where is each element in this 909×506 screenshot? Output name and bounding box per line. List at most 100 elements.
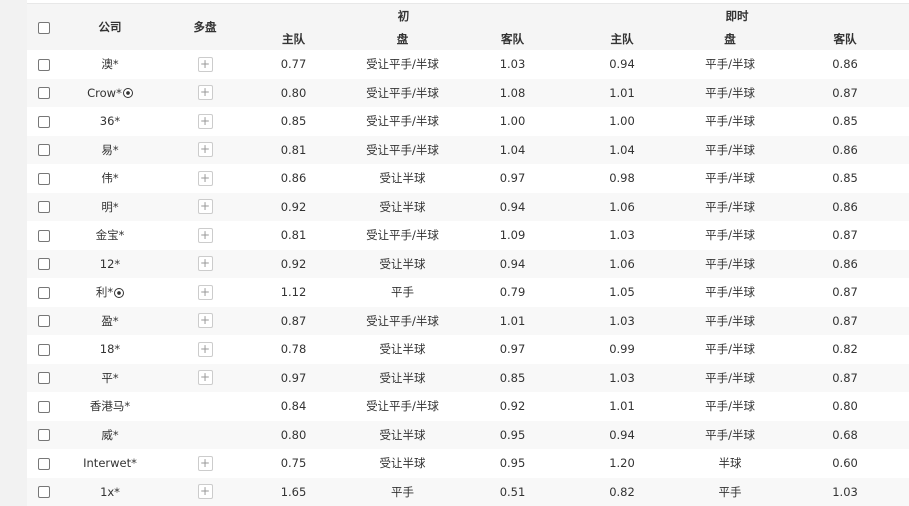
row-checkbox[interactable] [38,372,50,384]
row-checkbox[interactable] [38,429,50,441]
expand-plus-button[interactable]: + [198,456,213,471]
live-away-odds: 0.87 [773,364,909,393]
live-home-odds: 1.01 [557,79,687,108]
company-cell: 威* [60,421,160,450]
expand-plus-button[interactable]: + [198,256,213,271]
row-select-cell [27,250,60,279]
header-initial: 初 [250,4,557,28]
initial-away-odds: 0.92 [468,392,557,421]
row-checkbox[interactable] [38,258,50,270]
row-checkbox[interactable] [38,87,50,99]
initial-handicap: 平手 [337,478,468,506]
row-checkbox[interactable] [38,315,50,327]
initial-handicap: 受让平手/半球 [337,307,468,336]
initial-home-odds: 1.65 [250,478,337,506]
company-name: 12* [100,257,120,271]
row-checkbox[interactable] [38,401,50,413]
row-checkbox[interactable] [38,116,50,128]
live-away-odds: 1.03 [773,478,909,506]
company-name: 1x* [100,485,120,499]
row-checkbox[interactable] [38,458,50,470]
initial-home-odds: 0.80 [250,421,337,450]
company-name: Crow* [87,86,122,100]
header-multi: 多盘 [160,4,250,50]
initial-handicap: 受让平手/半球 [337,221,468,250]
expand-plus-button[interactable]: + [198,285,213,300]
initial-away-odds: 1.00 [468,107,557,136]
initial-away-odds: 0.97 [468,335,557,364]
row-checkbox[interactable] [38,287,50,299]
live-home-odds: 1.04 [557,136,687,165]
live-home-odds: 0.98 [557,164,687,193]
live-handicap: 平手 [687,478,773,506]
live-handicap: 平手/半球 [687,193,773,222]
expand-plus-button[interactable]: + [198,313,213,328]
expand-plus-button[interactable]: + [198,114,213,129]
initial-handicap: 受让半球 [337,421,468,450]
row-checkbox[interactable] [38,486,50,498]
expand-plus-button[interactable]: + [198,342,213,357]
company-name: Interwet* [83,456,137,470]
expand-plus-button[interactable]: + [198,199,213,214]
live-handicap: 平手/半球 [687,421,773,450]
company-cell: 盈* [60,307,160,336]
expand-plus-button[interactable]: + [198,228,213,243]
live-handicap: 平手/半球 [687,392,773,421]
company-cell: 利* [60,278,160,307]
expand-plus-button[interactable]: + [198,57,213,72]
live-away-odds: 0.86 [773,250,909,279]
initial-home-odds: 0.92 [250,250,337,279]
live-home-odds: 1.01 [557,392,687,421]
multi-cell [160,392,250,421]
initial-handicap: 受让半球 [337,335,468,364]
row-checkbox[interactable] [38,144,50,156]
live-handicap: 平手/半球 [687,164,773,193]
row-checkbox[interactable] [38,344,50,356]
company-name: 香港马* [90,399,130,413]
multi-cell: + [160,136,250,165]
row-checkbox[interactable] [38,59,50,71]
initial-home-odds: 0.86 [250,164,337,193]
live-handicap: 平手/半球 [687,136,773,165]
select-all-checkbox[interactable] [38,22,50,34]
live-away-odds: 0.85 [773,164,909,193]
expand-plus-button[interactable]: + [198,484,213,499]
live-home-odds: 1.05 [557,278,687,307]
expand-plus-button[interactable]: + [198,85,213,100]
initial-away-odds: 1.04 [468,136,557,165]
company-name: 18* [100,342,120,356]
company-cell: 36* [60,107,160,136]
live-away-odds: 0.82 [773,335,909,364]
initial-handicap: 受让半球 [337,164,468,193]
multi-cell: + [160,335,250,364]
initial-away-odds: 0.97 [468,164,557,193]
row-select-cell [27,449,60,478]
live-handicap: 平手/半球 [687,364,773,393]
row-checkbox[interactable] [38,201,50,213]
initial-away-odds: 1.08 [468,79,557,108]
row-checkbox[interactable] [38,173,50,185]
row-checkbox[interactable] [38,230,50,242]
initial-handicap: 受让平手/半球 [337,136,468,165]
live-away-odds: 0.87 [773,221,909,250]
initial-handicap: 受让平手/半球 [337,50,468,79]
row-select-cell [27,193,60,222]
expand-plus-button[interactable]: + [198,142,213,157]
company-cell: Interwet* [60,449,160,478]
initial-away-odds: 1.01 [468,307,557,336]
initial-handicap: 受让半球 [337,193,468,222]
company-cell: 18* [60,335,160,364]
initial-home-odds: 0.85 [250,107,337,136]
initial-home-odds: 0.87 [250,307,337,336]
expand-plus-button[interactable]: + [198,171,213,186]
expand-plus-button[interactable]: + [198,370,213,385]
row-select-cell [27,107,60,136]
multi-cell: + [160,164,250,193]
company-name: 伟* [101,171,118,185]
